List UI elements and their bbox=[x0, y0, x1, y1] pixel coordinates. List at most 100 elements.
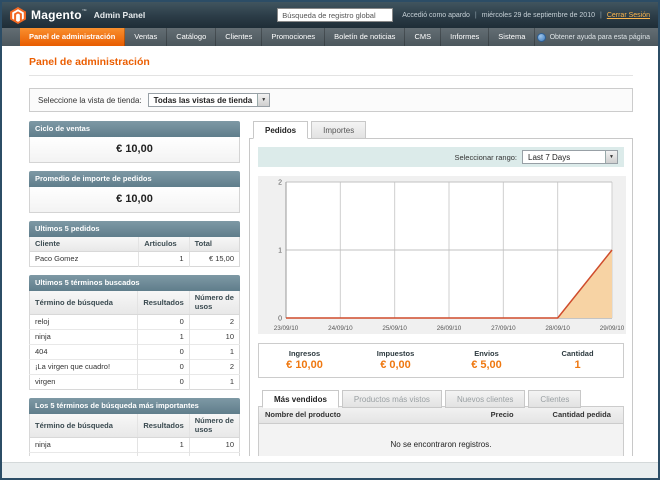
nav-item-catalogo[interactable]: Catálogo bbox=[167, 28, 216, 46]
table-cell: 10 bbox=[189, 438, 239, 453]
grid-column-precio: Precio bbox=[485, 407, 547, 423]
tab-mas-vendidos[interactable]: Más vendidos bbox=[262, 390, 339, 408]
column-header-cliente: Cliente bbox=[30, 237, 139, 252]
logout-link[interactable]: Cerrar Sesión bbox=[607, 12, 650, 19]
column-header-resultados: Resultados bbox=[138, 291, 189, 315]
chevron-down-icon: ▼ bbox=[257, 94, 269, 106]
tab-pedidos[interactable]: Pedidos bbox=[253, 121, 308, 139]
stat-cantidad: Cantidad1 bbox=[532, 349, 623, 371]
table-cell: 10 bbox=[189, 330, 239, 345]
range-select[interactable]: Last 7 Days ▼ bbox=[522, 150, 618, 164]
average-order-title: Promedio de importe de pedidos bbox=[29, 171, 240, 187]
stat-label: Envios bbox=[441, 349, 532, 358]
logo-subtitle: Admin Panel bbox=[94, 10, 145, 20]
column-header-numero-de-usos: Número de usos bbox=[189, 291, 239, 315]
nav-item-boletin-de-noticias[interactable]: Boletín de noticias bbox=[325, 28, 405, 46]
store-view-selected: Todas las vistas de tienda bbox=[149, 96, 258, 105]
store-view-select[interactable]: Todas las vistas de tienda ▼ bbox=[148, 93, 271, 107]
table-cell: 0 bbox=[138, 360, 189, 375]
svg-text:24/09/10: 24/09/10 bbox=[328, 325, 353, 332]
dashboard-main-panel: PedidosImportes Seleccionar rango: Last … bbox=[249, 121, 633, 456]
table-cell: 1 bbox=[138, 330, 189, 345]
help-link-label: Obtener ayuda para esta página bbox=[550, 34, 650, 41]
tab-clientes[interactable]: Clientes bbox=[528, 390, 581, 408]
range-label: Seleccionar rango: bbox=[454, 153, 517, 162]
table-cell: ¡La virgen que cuadro! bbox=[30, 360, 138, 375]
column-header-articulos: Articulos bbox=[139, 237, 189, 252]
store-switcher: Seleccione la vista de tienda: Todas las… bbox=[29, 88, 633, 112]
global-search-input[interactable] bbox=[277, 8, 393, 22]
stat-ingresos: Ingresos€ 10,00 bbox=[259, 349, 350, 371]
ultimos-5-pedidos-data: ClienteArticulosTotalPaco Gomez1€ 15,00 bbox=[29, 237, 240, 267]
table-row[interactable]: 40401 bbox=[30, 345, 240, 360]
table-row[interactable]: ¡La virgen que cuadro!02 bbox=[30, 360, 240, 375]
svg-text:29/09/10: 29/09/10 bbox=[600, 325, 625, 332]
svg-text:27/09/10: 27/09/10 bbox=[491, 325, 516, 332]
column-header-numero-de-usos: Número de usos bbox=[189, 414, 239, 438]
table-row[interactable]: Paco Gomez1€ 15,00 bbox=[30, 252, 240, 267]
products-grid-header: Nombre del productoPrecioCantidad pedida bbox=[259, 407, 623, 424]
login-info: Accedió como apardo | miércoles 29 de se… bbox=[402, 12, 650, 19]
column-header-termino-de-busqueda: Término de búsqueda bbox=[30, 414, 138, 438]
current-date: miércoles 29 de septiembre de 2010 bbox=[482, 12, 595, 19]
nav-item-sistema[interactable]: Sistema bbox=[489, 28, 535, 46]
store-switcher-label: Seleccione la vista de tienda: bbox=[38, 96, 142, 105]
stat-label: Impuestos bbox=[350, 349, 441, 358]
svg-text:23/09/10: 23/09/10 bbox=[274, 325, 299, 332]
table-cell: 0 bbox=[138, 315, 189, 330]
table-cell: 1 bbox=[138, 438, 189, 453]
nav-item-informes[interactable]: Informes bbox=[441, 28, 489, 46]
table-cell: 2 bbox=[189, 453, 239, 457]
last-orders-table: Ultimos 5 pedidosClienteArticulosTotalPa… bbox=[29, 221, 240, 267]
table-row[interactable]: reloj02 bbox=[30, 315, 240, 330]
nav-item-ventas[interactable]: Ventas bbox=[125, 28, 167, 46]
help-globe-icon bbox=[537, 33, 546, 42]
stat-value: € 0,00 bbox=[350, 359, 441, 371]
table-cell: Paco Gomez bbox=[30, 252, 139, 267]
help-link[interactable]: Obtener ayuda para esta página bbox=[537, 28, 650, 46]
grid-empty-message: No se encontraron registros. bbox=[259, 424, 623, 456]
average-order-box: Promedio de importe de pedidos € 10,00 bbox=[29, 171, 240, 213]
table-cell: 1 bbox=[189, 345, 239, 360]
grid-column-nombre-del-producto: Nombre del producto bbox=[259, 407, 485, 423]
title-divider bbox=[29, 75, 633, 76]
ultimos-5-pedidos-title: Ultimos 5 pedidos bbox=[29, 221, 240, 237]
nav-item-cms[interactable]: CMS bbox=[405, 28, 441, 46]
grid-column-cantidad-pedida: Cantidad pedida bbox=[547, 407, 623, 423]
stat-envios: Envios€ 5,00 bbox=[441, 349, 532, 371]
magento-logo: Magento™ Admin Panel bbox=[10, 6, 145, 24]
tab-nuevos-clientes[interactable]: Nuevos clientes bbox=[445, 390, 525, 408]
range-bar: Seleccionar rango: Last 7 Days ▼ bbox=[258, 147, 624, 167]
table-cell: ninja bbox=[30, 330, 138, 345]
sales-cycle-box: Ciclo de ventas € 10,00 bbox=[29, 121, 240, 163]
sales-cycle-title: Ciclo de ventas bbox=[29, 121, 240, 137]
stat-value: 1 bbox=[532, 359, 623, 371]
orders-chart: 01223/09/1024/09/1025/09/1026/09/1027/09… bbox=[258, 176, 624, 334]
bottom-tabs: Más vendidosProductos más vistosNuevos c… bbox=[258, 390, 624, 407]
nav-item-promociones[interactable]: Promociones bbox=[262, 28, 325, 46]
page-title: Panel de administración bbox=[29, 56, 633, 68]
table-row[interactable]: virgen01 bbox=[30, 375, 240, 390]
tab-productos-mas-vistos[interactable]: Productos más vistos bbox=[342, 390, 442, 408]
svg-text:1: 1 bbox=[278, 248, 282, 255]
dashboard-content: Panel de administración Seleccione la vi… bbox=[2, 46, 658, 456]
chevron-down-icon: ▼ bbox=[605, 151, 617, 163]
column-header-total: Total bbox=[189, 237, 239, 252]
table-row[interactable]: reloj02 bbox=[30, 453, 240, 457]
stat-value: € 10,00 bbox=[259, 359, 350, 371]
header: Magento™ Admin Panel Accedió como apardo… bbox=[2, 2, 658, 28]
products-grid: Nombre del productoPrecioCantidad pedida… bbox=[258, 406, 624, 456]
table-cell: 0 bbox=[138, 345, 189, 360]
los-5-terminos-de-busqueda-mas-importantes-data: Término de búsquedaResultadosNúmero de u… bbox=[29, 414, 240, 456]
nav-item-clientes[interactable]: Clientes bbox=[216, 28, 262, 46]
table-row[interactable]: ninja110 bbox=[30, 330, 240, 345]
table-cell: ninja bbox=[30, 438, 138, 453]
table-cell: 1 bbox=[189, 375, 239, 390]
table-cell: 2 bbox=[189, 360, 239, 375]
table-row[interactable]: ninja110 bbox=[30, 438, 240, 453]
page-footer bbox=[2, 462, 658, 478]
tab-importes[interactable]: Importes bbox=[311, 121, 366, 139]
stat-label: Cantidad bbox=[532, 349, 623, 358]
nav-item-panel-de-administracion[interactable]: Panel de administración bbox=[20, 28, 125, 46]
top-search-terms-table: Los 5 términos de búsqueda más important… bbox=[29, 398, 240, 456]
